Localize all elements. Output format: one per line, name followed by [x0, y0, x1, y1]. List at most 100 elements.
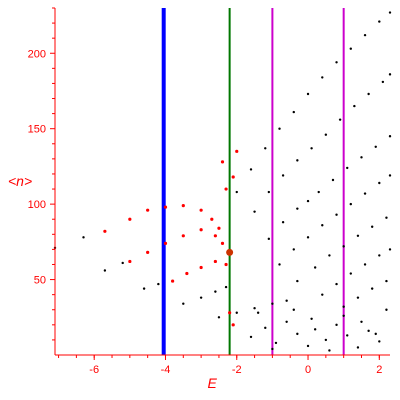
series-13: [321, 248, 392, 296]
data-point: [296, 207, 299, 210]
data-point: [278, 127, 281, 130]
data-point: [267, 190, 271, 194]
data-point: [356, 296, 360, 299]
data-point: [214, 290, 217, 293]
x-tick-label: -4: [161, 364, 171, 376]
data-point: [220, 241, 225, 245]
data-point: [313, 266, 317, 269]
vertical-lines: [161, 8, 345, 355]
data-point: [388, 248, 392, 251]
series-5: [171, 259, 228, 283]
data-point: [253, 307, 256, 310]
data-point: [256, 311, 260, 314]
y-tick-label: 150: [28, 124, 46, 136]
x-axis-label: E: [208, 375, 218, 391]
data-point: [306, 199, 310, 203]
data-point: [324, 133, 328, 136]
data-point: [231, 175, 235, 179]
series-2: [103, 260, 132, 272]
data-point: [213, 234, 217, 238]
series-3: [128, 228, 225, 264]
y-tick-label: 100: [28, 199, 46, 211]
data-point: [292, 248, 295, 251]
data-point: [321, 76, 324, 79]
data-point: [321, 293, 324, 296]
data-point: [335, 282, 338, 286]
data-point: [146, 208, 150, 212]
series-10: [267, 135, 392, 241]
data-point: [296, 279, 299, 283]
data-point: [267, 237, 271, 241]
data-point: [388, 174, 392, 177]
series-11: [278, 174, 392, 266]
data-point: [335, 213, 338, 216]
data-point: [121, 261, 124, 265]
data-point: [128, 259, 132, 264]
x-tick-label: 0: [305, 364, 311, 376]
data-point: [338, 118, 342, 121]
data-point: [103, 229, 107, 233]
data-point: [199, 228, 203, 232]
data-point: [82, 236, 85, 239]
data-point: [331, 178, 335, 182]
data-point: [306, 344, 310, 348]
data-point: [181, 234, 185, 238]
data-point: [356, 346, 360, 349]
data-point: [328, 254, 331, 257]
data-point: [378, 181, 381, 185]
data-point: [296, 159, 299, 162]
data-point: [306, 92, 310, 96]
data-point: [185, 271, 189, 276]
data-point: [231, 323, 235, 327]
data-point: [128, 217, 132, 221]
series-4: [142, 279, 174, 290]
data-point: [349, 47, 352, 50]
data-point: [235, 311, 238, 314]
data-point: [349, 272, 352, 275]
data-point: [171, 279, 175, 283]
data-point: [281, 174, 285, 177]
series-6: [182, 285, 228, 305]
data-point: [249, 168, 253, 171]
data-point: [367, 92, 370, 96]
data-point: [306, 236, 310, 239]
data-point: [378, 254, 381, 257]
data-point: [335, 323, 338, 327]
data-point: [374, 145, 377, 148]
series-9: [253, 73, 392, 213]
data-point: [317, 190, 320, 194]
y-tick-label: 50: [34, 275, 46, 287]
data-point: [363, 33, 367, 37]
data-point: [296, 332, 299, 336]
data-point: [356, 234, 360, 238]
tick-labels: -6 -4 -2 0 2 50 100 150 200: [28, 48, 383, 376]
data-point: [381, 80, 385, 84]
data-point: [388, 73, 392, 76]
series-12: [296, 216, 388, 283]
data-point: [210, 217, 214, 221]
data-point: [142, 287, 146, 290]
data-point: [199, 208, 203, 212]
data-point: [385, 279, 388, 283]
data-point: [220, 160, 225, 164]
data-point: [328, 349, 331, 352]
data-point: [281, 221, 285, 224]
data-point: [224, 187, 228, 191]
data-point: [321, 224, 324, 227]
data-point: [363, 192, 367, 195]
data-point: [360, 320, 363, 324]
data-point: [213, 259, 217, 264]
data-point: [378, 340, 381, 343]
data-point: [199, 265, 203, 270]
data-point: [310, 147, 313, 150]
data-point: [146, 250, 150, 255]
data-point: [278, 263, 281, 266]
data-point: [370, 225, 374, 228]
data-point: [271, 302, 274, 305]
data-point: [310, 317, 313, 320]
series-16: [220, 149, 239, 327]
series-1: [103, 204, 221, 233]
data-point: [313, 328, 317, 331]
data-point: [388, 11, 392, 14]
